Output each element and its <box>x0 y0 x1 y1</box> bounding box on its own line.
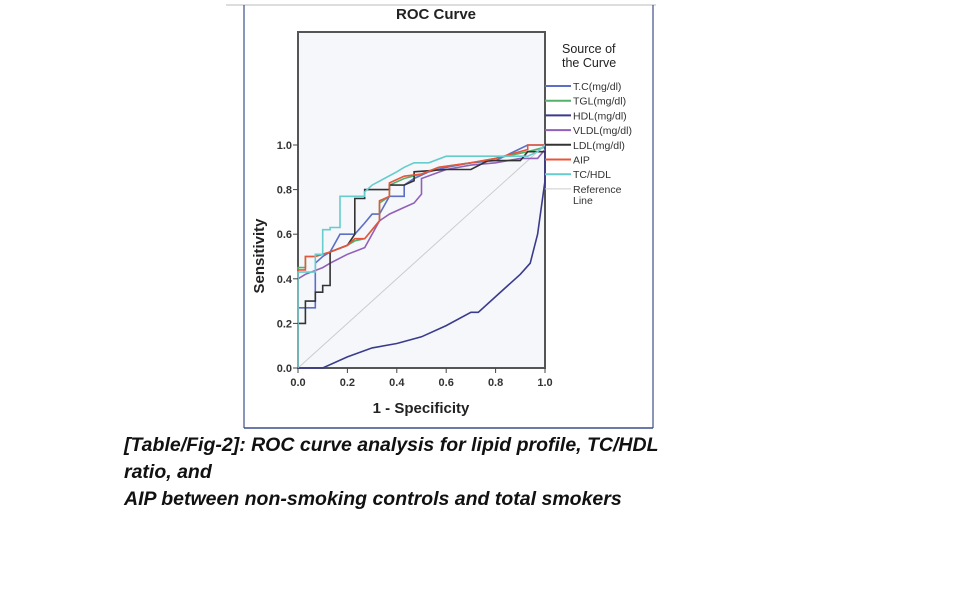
caption-line: ratio, and <box>124 461 212 483</box>
legend-label: TC/HDL <box>573 169 611 181</box>
y-axis-label: Sensitivity <box>251 218 268 294</box>
y-tick-label: 0.6 <box>277 229 292 241</box>
y-tick-label: 0.0 <box>277 363 292 375</box>
legend-label: T.C(mg/dl) <box>573 81 621 93</box>
chart-title: ROC Curve <box>396 6 476 23</box>
caption-line: [Table/Fig-2]: ROC curve analysis for li… <box>124 434 659 456</box>
legend-title: the Curve <box>562 56 616 70</box>
series-line-tc-hdl <box>297 144 546 368</box>
legend-label: HDL(mg/dl) <box>573 110 627 122</box>
y-tick-label: 0.2 <box>277 318 292 330</box>
legend-label: Line <box>573 195 593 207</box>
series-line-vldl-mg-dl <box>297 148 546 368</box>
legend-title: Source of <box>562 42 616 56</box>
legend-label: Reference <box>573 184 622 196</box>
plot-area <box>297 31 546 369</box>
x-tick-label: 0.8 <box>488 377 503 389</box>
x-tick-label: 0.6 <box>439 377 454 389</box>
x-tick-label: 0.2 <box>340 377 355 389</box>
legend-label: TGL(mg/dl) <box>573 96 626 108</box>
y-tick-label: 0.4 <box>277 274 293 286</box>
y-tick-label: 1.0 <box>277 140 292 152</box>
series-line-aip <box>297 144 545 368</box>
legend-label: LDL(mg/dl) <box>573 140 625 152</box>
caption-line: AIP between non-smoking controls and tot… <box>124 488 622 510</box>
y-tick-label: 0.8 <box>277 185 292 197</box>
figure-caption: [Table/Fig-2]: ROC curve analysis for li… <box>124 432 824 513</box>
series-line-reference-line <box>297 144 546 369</box>
series-line-hdl-mg-dl <box>298 145 546 369</box>
legend-label: VLDL(mg/dl) <box>573 125 632 137</box>
x-axis-label: 1 - Specificity <box>373 400 470 417</box>
x-tick-label: 1.0 <box>537 377 552 389</box>
series-line-ldl-mg-dl <box>297 150 545 368</box>
x-tick-label: 0.0 <box>290 377 305 389</box>
legend-label: AIP <box>573 155 590 167</box>
x-tick-label: 0.4 <box>389 377 405 389</box>
